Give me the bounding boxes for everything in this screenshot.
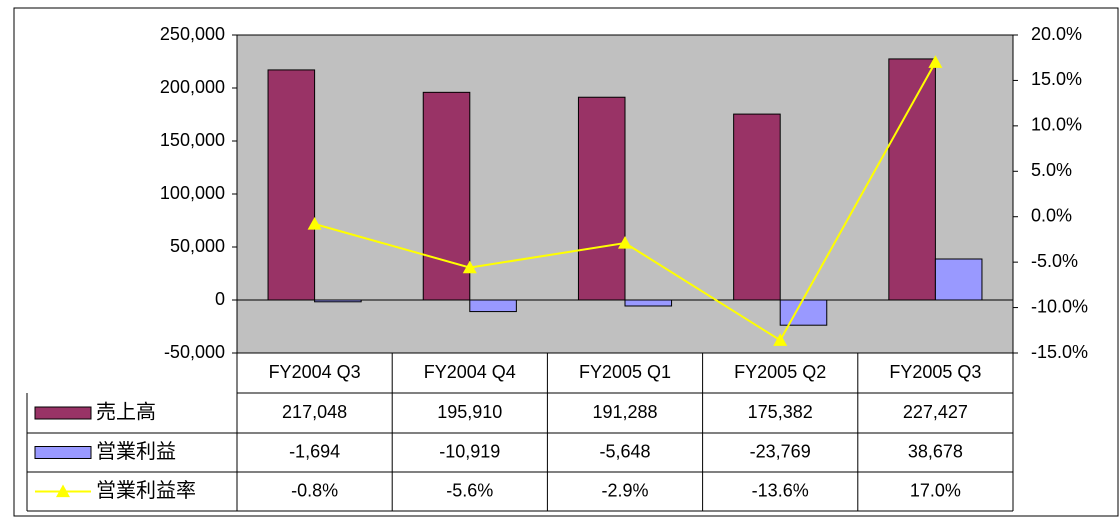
line-marker (307, 216, 322, 230)
line-marker (773, 333, 788, 346)
y2-tick-label: -10.0% (1031, 296, 1088, 316)
x-tick-label: FY2005 Q2 (734, 362, 826, 382)
x-tick-label: FY2005 Q3 (889, 362, 981, 382)
table-value: 195,910 (437, 402, 502, 422)
line-marker (462, 260, 477, 274)
table-value: 17.0% (910, 480, 961, 500)
bar (733, 113, 781, 301)
y-tick-label: 250,000 (160, 24, 225, 44)
bar (267, 69, 316, 301)
legend-key (34, 406, 92, 420)
y-tick-label: 150,000 (160, 130, 225, 150)
table-value: -5,648 (599, 441, 650, 461)
legend-key-marker (56, 484, 70, 498)
bar (469, 299, 517, 313)
x-tick-label: FY2005 Q1 (579, 362, 671, 382)
bar (779, 299, 828, 326)
y-tick-label: -50,000 (164, 342, 225, 362)
y2-tick-label: 15.0% (1031, 69, 1082, 89)
table-value: -23,769 (750, 441, 811, 461)
table-value: 175,382 (748, 402, 813, 422)
line-marker (618, 236, 632, 249)
table-value: 217,048 (282, 402, 347, 422)
y2-tick-label: 5.0% (1031, 160, 1072, 180)
table-value: 38,678 (908, 441, 963, 461)
y-tick-label: 200,000 (160, 77, 225, 97)
y-tick-label: 50,000 (170, 236, 225, 256)
bar (422, 91, 471, 301)
bar (888, 58, 936, 301)
bar (934, 258, 983, 301)
y2-tick-label: 10.0% (1031, 115, 1082, 135)
legend-label: 営業利益 (96, 440, 176, 463)
y2-tick-label: 0.0% (1031, 205, 1072, 225)
table-value: 227,427 (903, 402, 968, 422)
y2-tick-label: -5.0% (1031, 251, 1078, 271)
table-value: -2.9% (601, 480, 648, 500)
x-tick-label: FY2004 Q3 (269, 362, 361, 382)
bar (577, 96, 626, 301)
line-marker (928, 55, 943, 68)
x-tick-label: FY2004 Q4 (424, 362, 516, 382)
y-tick-label: 100,000 (160, 183, 225, 203)
y2-tick-label: -15.0% (1031, 342, 1088, 362)
table-value: 191,288 (592, 402, 657, 422)
y2-tick-label: 20.0% (1031, 24, 1082, 44)
table-value: -1,694 (289, 441, 340, 461)
table-value: -13.6% (752, 480, 809, 500)
y-tick-label: 0 (215, 289, 225, 309)
table-value: -10,919 (439, 441, 500, 461)
table-value: -5.6% (446, 480, 493, 500)
legend-label: 売上高 (96, 400, 156, 423)
legend-key (34, 446, 92, 459)
table-value: -0.8% (291, 480, 338, 500)
legend-label: 営業利益率 (96, 479, 196, 502)
bar (624, 299, 673, 307)
